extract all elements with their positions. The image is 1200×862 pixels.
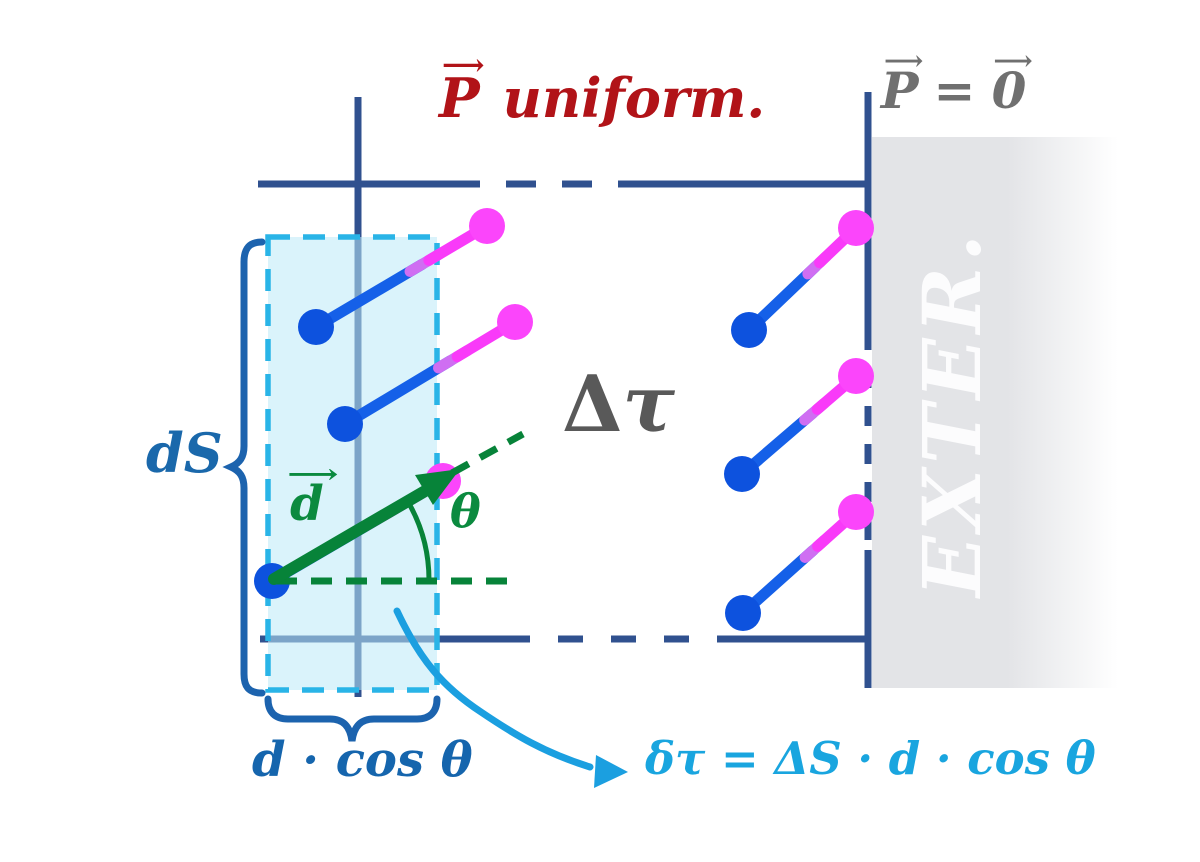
- exterior-region: EXTER.: [872, 137, 1118, 688]
- dipole-positive-dot: [838, 210, 874, 246]
- dipole-negative-dot: [725, 595, 761, 631]
- uniform-text: uniform.: [502, 66, 766, 131]
- d-vector-arrow-shaft: [268, 481, 438, 585]
- dipole: [724, 358, 874, 492]
- ds-brace: [222, 238, 266, 697]
- dipole-negative-dot: [731, 312, 767, 348]
- displacement-construction: [268, 430, 525, 585]
- equals-sign: =: [933, 61, 976, 121]
- dipole-positive-dot: [838, 494, 874, 530]
- volume-element-label: Δτ: [562, 366, 675, 444]
- d-symbol: d: [290, 475, 324, 532]
- tau-symbol: τ: [622, 359, 676, 450]
- dipole-segment: [339, 355, 456, 430]
- zero-vector-symbol: ⟶ 0: [989, 47, 1033, 121]
- surface-element-label: dS: [146, 421, 223, 485]
- d-direction-dashed-extension: [450, 430, 525, 477]
- dcos-underbrace: [264, 695, 441, 742]
- dipole: [327, 304, 533, 442]
- projection-label: d · cos θ: [252, 732, 473, 788]
- dipole-negative-dot: [327, 406, 363, 442]
- vector-arrow-icon: ⟶: [993, 45, 1033, 77]
- vector-arrow-icon: ⟶: [442, 48, 485, 83]
- dipole-segment: [310, 258, 428, 333]
- zero-symbol: 0: [991, 61, 1027, 121]
- dipole: [725, 494, 874, 631]
- p-symbol: P: [438, 66, 480, 131]
- p-vector-symbol: ⟶ P: [438, 50, 485, 131]
- polarization-uniform-label: ⟶ P uniform.: [438, 50, 766, 131]
- annotation-arrow: [393, 607, 628, 788]
- d-vector-arrowhead-icon: [415, 469, 460, 505]
- theta-angle-label: θ: [450, 484, 481, 538]
- delta-symbol: Δ: [562, 359, 623, 450]
- dipole-positive-dot: [469, 208, 505, 244]
- dipole-positive-dot: [838, 358, 874, 394]
- d-vector-symbol: ⟶ d: [287, 461, 338, 532]
- dipole-negative-dot: [298, 309, 334, 345]
- annotation-arrow-curve: [393, 607, 594, 771]
- p-symbol: P: [880, 61, 919, 121]
- surface-slab-rect: [265, 234, 440, 693]
- vector-arrow-icon: ⟶: [287, 459, 339, 490]
- dipole-negative-dot: [724, 456, 760, 492]
- displacement-vector-label: ⟶ d: [287, 442, 338, 532]
- polarization-zero-label: ⟶ P = ⟶ 0: [880, 47, 1033, 121]
- dipole: [731, 210, 874, 348]
- volume-formula-label: δτ = ΔS · d · cos θ: [645, 732, 1096, 785]
- vector-arrow-icon: ⟶: [884, 45, 924, 77]
- p-vector-symbol: ⟶ P: [880, 47, 924, 121]
- dipole: [298, 208, 505, 345]
- annotation-arrowhead-icon: [594, 755, 628, 788]
- dipole-positive-dot: [497, 304, 533, 340]
- theta-angle-arc: [404, 498, 432, 582]
